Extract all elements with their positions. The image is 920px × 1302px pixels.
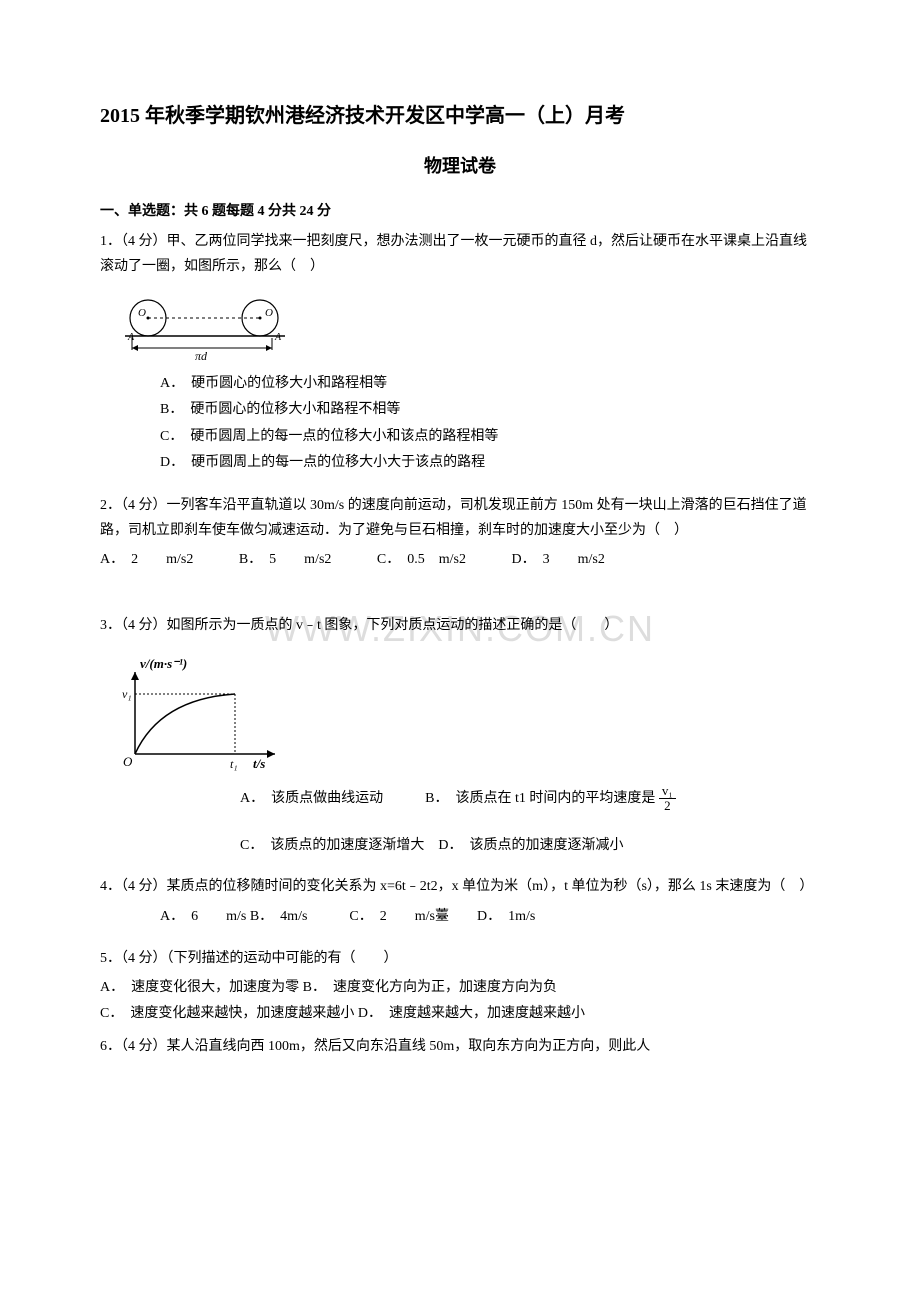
q2-option-a: A． 2 m/s2 (100, 552, 193, 567)
svg-text:v₁: v₁ (122, 687, 132, 701)
q3-option-a-prefix: A． 该质点做曲线运动 B． 该质点在 t1 时间内的平均速度是 (240, 791, 655, 806)
svg-text:O: O (265, 307, 273, 319)
q1-figure: O O A A πd (100, 288, 820, 363)
question-2: 2．（4 分）一列客车沿平直轨道以 30m/s 的速度向前运动，司机发现正前方 … (100, 493, 820, 573)
svg-text:A: A (274, 332, 282, 343)
q1-option-a: A． 硬币圆心的位移大小和路程相等 (160, 371, 820, 398)
q3-fraction-num: v₁ (659, 784, 676, 799)
svg-text:O: O (138, 307, 146, 319)
q1-option-c: C． 硬币圆周上的每一点的位移大小和该点的路程相等 (160, 424, 820, 451)
question-4: 4．（4 分）某质点的位移随时间的变化关系为 x=6t﹣2t2，x 单位为米（m… (100, 874, 820, 930)
q4-opts-line: A． 6 m/s B． 4m/s C． 2 m/s薹 D． 1m/s (160, 909, 535, 924)
q4-options: A． 6 m/s B． 4m/s C． 2 m/s薹 D． 1m/s (100, 904, 820, 931)
question-5: 5．（4 分）（下列描述的运动中可能的有（ ） A． 速度变化很大，加速度为零 … (100, 946, 820, 1026)
section-a-header: 一、单选题：共 6 题每题 4 分共 24 分 (100, 201, 820, 223)
q1-text: 1．（4 分）甲、乙两位同学找来一把刻度尺，想办法测出了一枚一元硬币的直径 d，… (100, 229, 820, 279)
q2-option-c: C． 0.5 m/s2 (377, 552, 466, 567)
q5-option-ab: A． 速度变化很大，加速度为零 B． 速度变化方向为正，加速度方向为负 (100, 975, 820, 1000)
question-6: 6．（4 分）某人沿直线向西 100m，然后又向东沿直线 50m，取向东方向为正… (100, 1034, 820, 1059)
q3-option-cd: C． 该质点的加速度逐渐增大 D． 该质点的加速度逐渐减小 (240, 838, 623, 853)
q3-options-cd: C． 该质点的加速度逐渐增大 D． 该质点的加速度逐渐减小 (100, 833, 820, 858)
exam-title: 2015 年秋季学期钦州港经济技术开发区中学高一（上）月考 (100, 100, 820, 132)
q2-options: A． 2 m/s2 B． 5 m/s2 C． 0.5 m/s2 D． 3 m/s… (100, 547, 820, 572)
q4-text: 4．（4 分）某质点的位移随时间的变化关系为 x=6t﹣2t2，x 单位为米（m… (100, 874, 820, 899)
q1-option-b: B． 硬币圆心的位移大小和路程不相等 (160, 397, 820, 424)
question-1: 1．（4 分）甲、乙两位同学找来一把刻度尺，想办法测出了一枚一元硬币的直径 d，… (100, 229, 820, 477)
q3-text: 3．（4 分）如图所示为一质点的 v﹣t 图象，下列对质点运动的描述正确的是（ … (100, 613, 820, 638)
q6-text: 6．（4 分）某人沿直线向西 100m，然后又向东沿直线 50m，取向东方向为正… (100, 1034, 820, 1059)
svg-text:πd: πd (195, 349, 208, 363)
question-3: 3．（4 分）如图所示为一质点的 v﹣t 图象，下列对质点运动的描述正确的是（ … (100, 613, 820, 859)
q3-fraction-den: 2 (661, 799, 674, 813)
q2-option-d: D． 3 m/s2 (512, 552, 605, 567)
q3-figure: v/(m·s⁻¹) v₁ O t₁ t/s (100, 654, 820, 774)
q3-options-ab: A． 该质点做曲线运动 B． 该质点在 t1 时间内的平均速度是 v₁ 2 (100, 784, 820, 814)
exam-content: 2015 年秋季学期钦州港经济技术开发区中学高一（上）月考 物理试卷 一、单选题… (100, 100, 820, 1059)
svg-text:O: O (123, 754, 133, 769)
q5-option-cd: C． 速度变化越来越快，加速度越来越小 D． 速度越来越大，加速度越来越小 (100, 1001, 820, 1026)
q3-fraction: v₁ 2 (659, 784, 676, 814)
q1-options: A． 硬币圆心的位移大小和路程相等 B． 硬币圆心的位移大小和路程不相等 C． … (100, 371, 820, 477)
q2-text: 2．（4 分）一列客车沿平直轨道以 30m/s 的速度向前运动，司机发现正前方 … (100, 493, 820, 543)
svg-text:t₁: t₁ (230, 757, 238, 771)
q2-option-b: B． 5 m/s2 (239, 552, 332, 567)
q5-text: 5．（4 分）（下列描述的运动中可能的有（ ） (100, 946, 820, 971)
svg-text:A: A (127, 332, 135, 343)
svg-text:v/(m·s⁻¹): v/(m·s⁻¹) (140, 656, 187, 671)
q1-option-d: D． 硬币圆周上的每一点的位移大小大于该点的路程 (160, 450, 820, 477)
svg-text:t/s: t/s (253, 756, 265, 771)
exam-subtitle: 物理试卷 (100, 152, 820, 181)
